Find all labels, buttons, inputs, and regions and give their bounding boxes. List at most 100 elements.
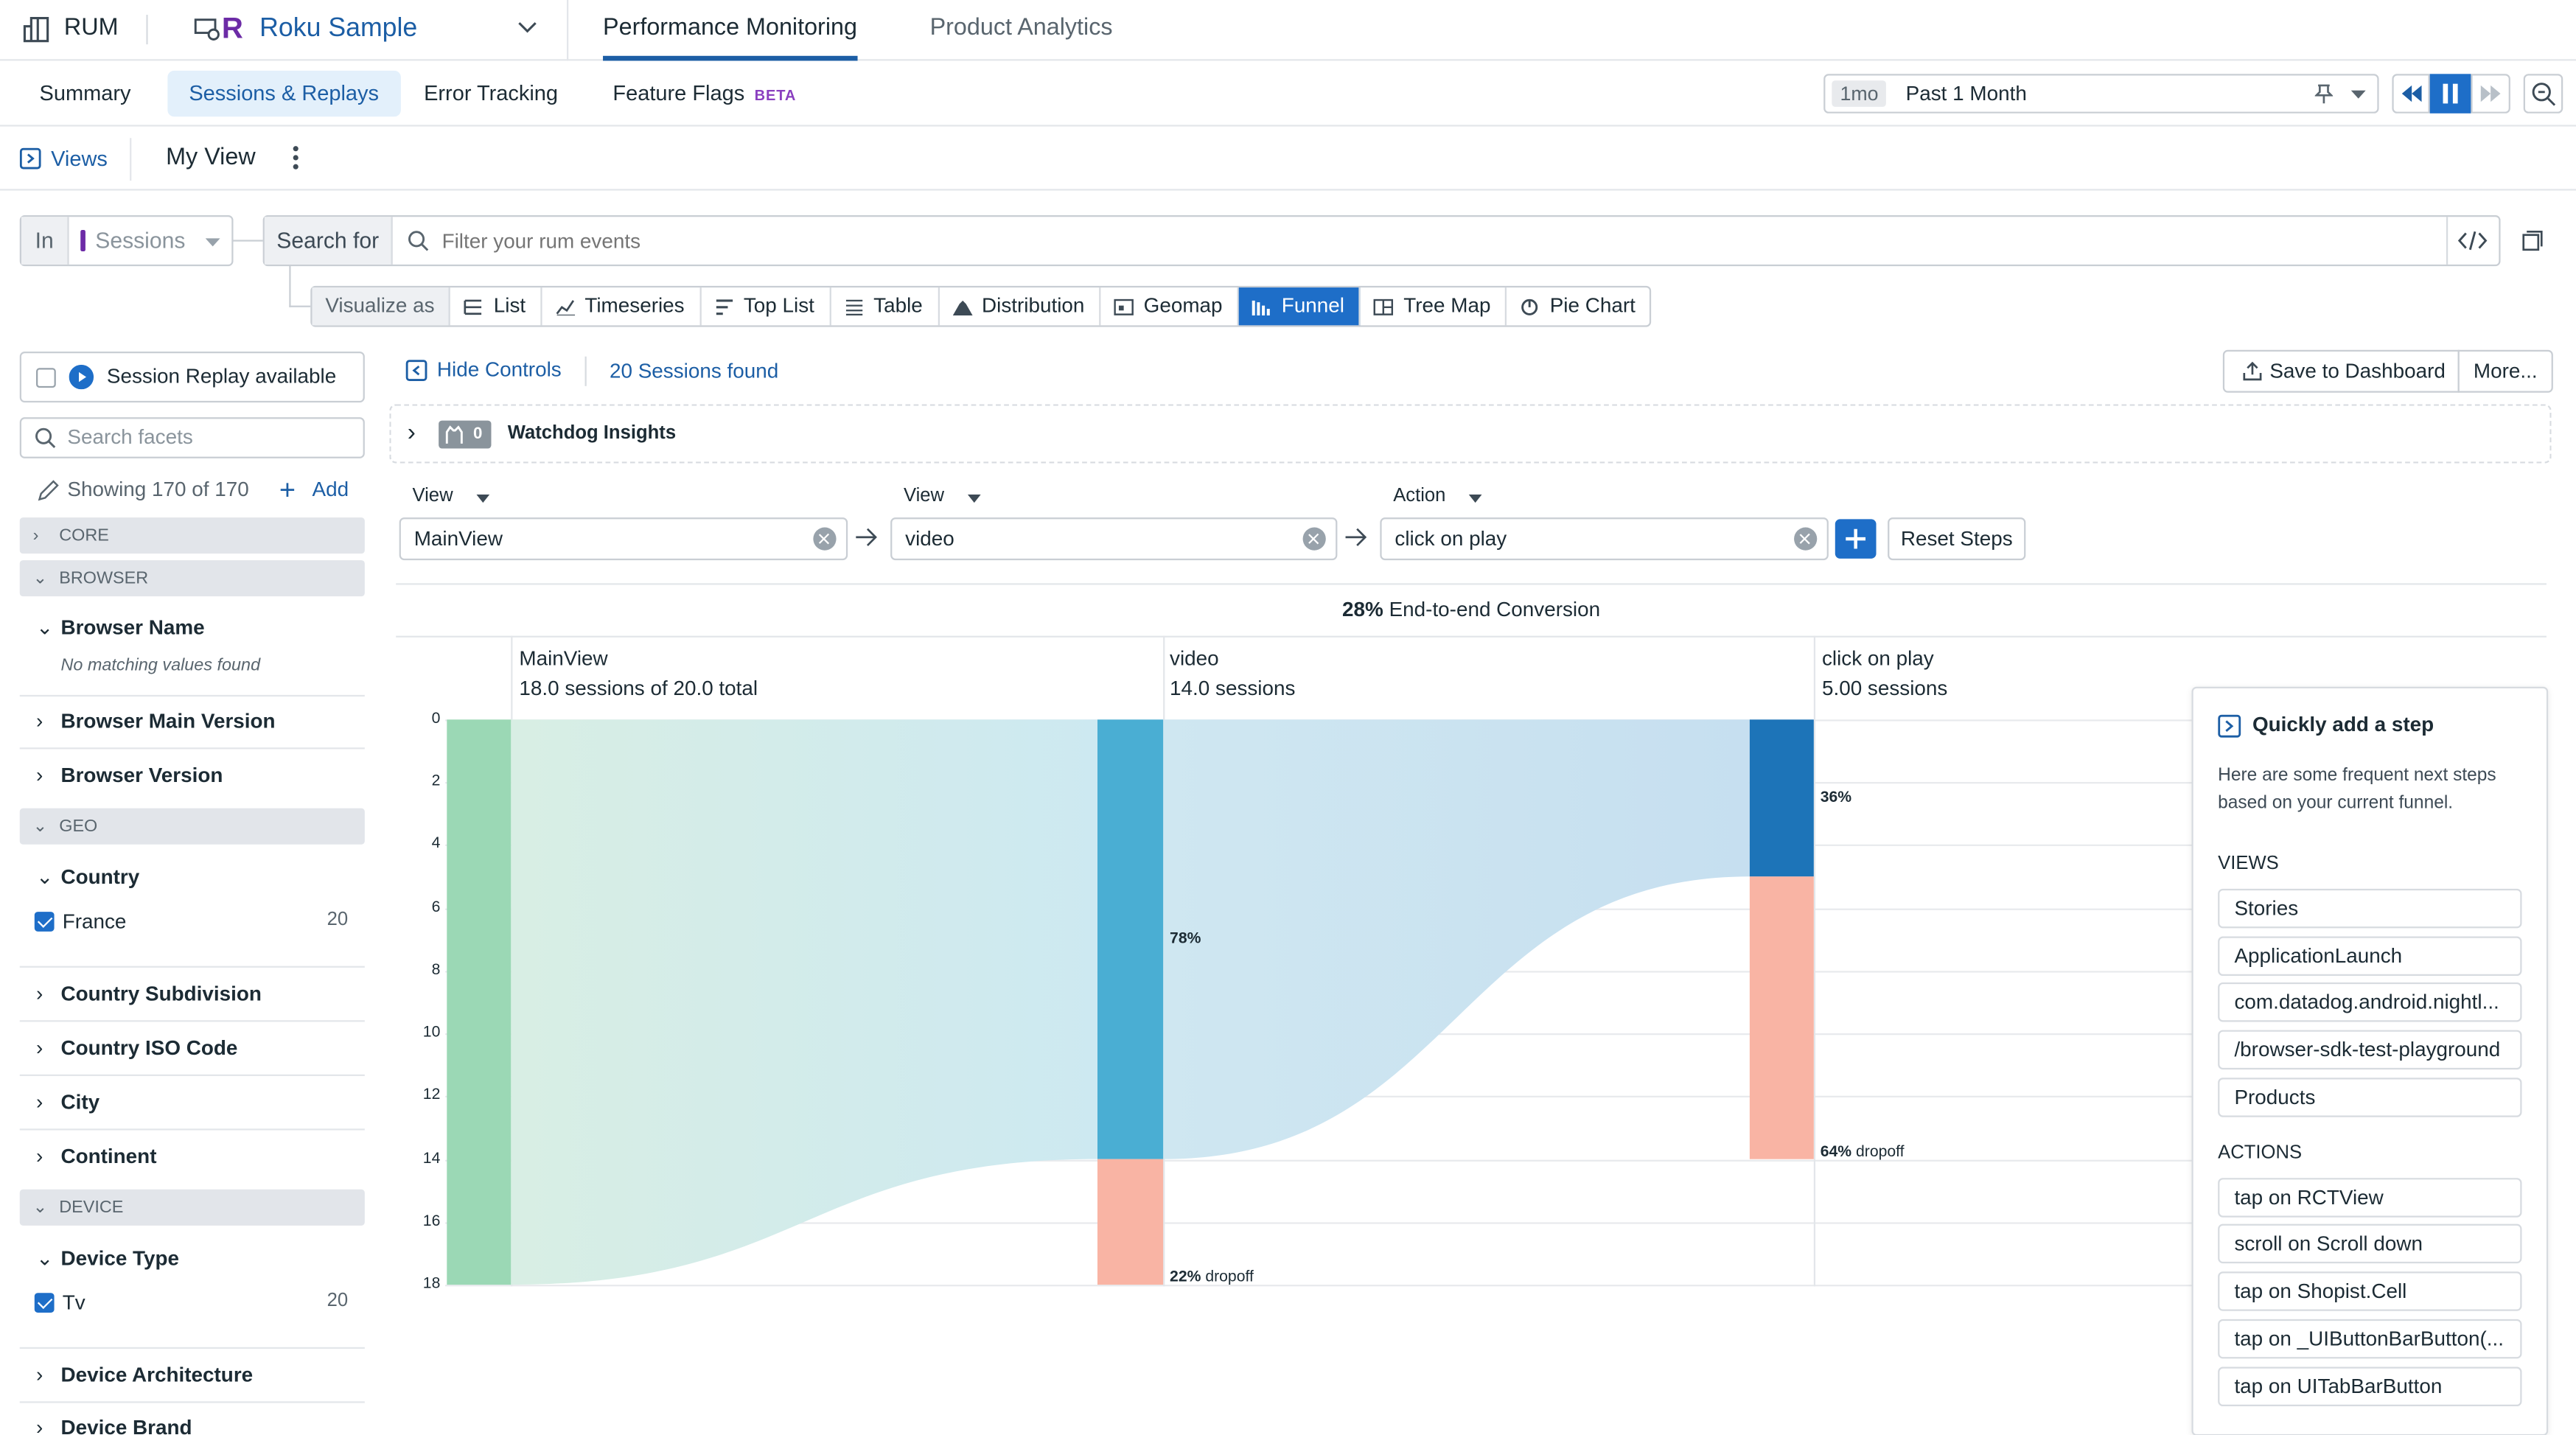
tab-error-tracking[interactable]: Error Tracking [424,80,559,105]
facet-device-architecture[interactable]: › Device Architecture [20,1358,365,1392]
step-3-input[interactable]: click on play [1380,517,1829,561]
viz-pie-chart[interactable]: Pie Chart [1507,287,1650,325]
watchdog-insights-bar[interactable]: › 0 Watchdog Insights [389,404,2552,464]
step-1-input[interactable]: MainView [399,517,848,561]
facet-group-geo[interactable]: ⌄ GEO [19,808,365,845]
rewind-button[interactable] [2392,74,2430,114]
funnel-flow-2 [1163,719,1750,1159]
in-label: In [21,217,69,265]
step-2-input[interactable]: video [890,517,1338,561]
more-button[interactable]: More... [2457,349,2553,393]
viz-geomap[interactable]: Geomap [1101,287,1239,326]
suggested-action-item[interactable]: tap on RCTView [2218,1178,2522,1218]
facet-value-tv[interactable]: Tv [62,1291,85,1315]
pin-icon[interactable] [2314,84,2334,104]
suggested-action-item[interactable]: tap on Shopist.Cell [2218,1271,2522,1311]
app-name[interactable]: Roku Sample [259,15,418,43]
facet-country-subdivision[interactable]: › Country Subdivision [20,977,365,1010]
app-dropdown-chevron-icon[interactable] [517,21,537,35]
edit-facets-icon[interactable] [38,480,59,501]
funnel-dropoff-bar-step-2[interactable] [1097,1159,1164,1285]
zoom-out-button[interactable] [2523,74,2563,114]
funnel-dropoff-bar-step-3[interactable] [1749,876,1814,1159]
viz-distribution[interactable]: Distribution [939,287,1101,326]
tab-summary[interactable]: Summary [39,80,131,105]
add-facet-icon[interactable]: + [279,475,296,506]
step-1-type-dropdown-icon[interactable] [476,494,490,503]
suggested-view-item[interactable]: /browser-sdk-test-playground [2218,1030,2522,1070]
facet-country[interactable]: ⌄ Country [20,861,365,894]
views-link[interactable]: Views [51,146,108,171]
scope-selector[interactable]: In Sessions [19,214,234,267]
suggested-view-item[interactable]: Stories [2218,888,2522,929]
clear-step-3-icon[interactable] [1794,527,1818,551]
funnel-bar-step-3[interactable] [1749,719,1814,877]
facet-device-type[interactable]: ⌄ Device Type [20,1242,365,1275]
step-3-type[interactable]: Action [1393,486,1446,506]
tab-product-analytics[interactable]: Product Analytics [929,15,1113,41]
time-picker[interactable]: 1mo Past 1 Month [1823,74,2379,114]
facet-browser-name[interactable]: ⌄ Browser Name [20,611,365,644]
funnel-bar-step-2[interactable] [1097,719,1164,1159]
facet-group-browser[interactable]: ⌄ BROWSER [19,560,365,597]
viz-table[interactable]: Table [831,287,940,326]
save-to-dashboard-button[interactable]: Save to Dashboard [2222,349,2460,393]
add-facet-button[interactable]: Add [312,478,349,501]
clear-step-1-icon[interactable] [813,527,837,551]
suggested-action-item[interactable]: tap on UITabBarButton [2218,1366,2522,1407]
search-input[interactable] [441,223,2414,258]
viz-list[interactable]: List [451,287,542,326]
facet-browser-version[interactable]: › Browser Version [20,759,365,792]
suggested-view-item[interactable]: com.datadog.android.nightl... [2218,982,2522,1022]
facet-search[interactable]: Search facets [19,417,365,458]
search-bar[interactable]: Search for [262,214,2501,267]
copy-icon[interactable] [2522,230,2544,251]
add-step-button[interactable] [1835,519,1877,559]
viz-timeseries[interactable]: Timeseries [542,287,701,326]
hide-controls-button[interactable]: Hide Controls [436,357,562,382]
facet-value-france[interactable]: France [62,909,127,934]
reset-steps-button[interactable]: Reset Steps [1888,517,2026,561]
hide-controls-icon[interactable] [405,360,427,382]
step-1-type[interactable]: View [412,486,453,506]
suggested-action-item[interactable]: tap on _UIButtonBarButton(... [2218,1319,2522,1359]
time-dropdown-icon[interactable] [2350,90,2366,99]
tab-feature-flags[interactable]: Feature Flags BETA [591,71,817,116]
facet-group-device[interactable]: ⌄ DEVICE [19,1189,365,1226]
suggested-view-item[interactable]: ApplicationLaunch [2218,936,2522,977]
suggested-action-item[interactable]: scroll on Scroll down [2218,1223,2522,1264]
current-view-name[interactable]: My View [166,144,256,171]
tab-performance-monitoring[interactable]: Performance Monitoring [603,0,857,61]
suggested-view-item[interactable]: Products [2218,1078,2522,1117]
facet-country-iso-code[interactable]: › Country ISO Code [20,1032,365,1065]
session-replay-checkbox[interactable] [36,368,56,388]
facet-browser-main-version[interactable]: › Browser Main Version [20,705,365,738]
code-view-icon[interactable] [2457,230,2488,251]
pie-chart-icon [1521,298,1538,315]
facet-continent[interactable]: › Continent [20,1140,365,1173]
tv-checkbox[interactable] [34,1293,55,1313]
step-2-type-dropdown-icon[interactable] [967,494,981,503]
facet-device-brand[interactable]: › Device Brand [20,1411,365,1435]
facet-search-input[interactable]: Search facets [67,425,193,449]
product-name[interactable]: RUM [63,15,119,41]
clear-step-2-icon[interactable] [1302,527,1326,551]
viz-tree-map[interactable]: Tree Map [1361,287,1507,326]
viz-top-list[interactable]: Top List [701,287,831,326]
forward-button[interactable] [2471,74,2510,114]
tab-sessions-replays[interactable]: Sessions & Replays [167,70,401,117]
facet-city[interactable]: › City [20,1086,365,1119]
facet-group-core[interactable]: › CORE [19,517,365,554]
zoom-out-icon [2532,83,2556,106]
viz-funnel[interactable]: Funnel [1238,287,1361,326]
pause-button[interactable] [2429,74,2471,114]
y-tick-label: 14 [422,1149,441,1167]
views-icon[interactable] [19,147,41,170]
step-3-type-dropdown-icon[interactable] [1468,494,1482,503]
session-replay-toggle[interactable]: Session Replay available [19,352,365,403]
step-2-type[interactable]: View [903,486,945,506]
view-options-icon[interactable] [291,144,301,171]
chevron-down-icon: ⌄ [36,1246,54,1271]
france-checkbox[interactable] [34,912,55,932]
funnel-bar-step-1[interactable] [447,719,512,1285]
